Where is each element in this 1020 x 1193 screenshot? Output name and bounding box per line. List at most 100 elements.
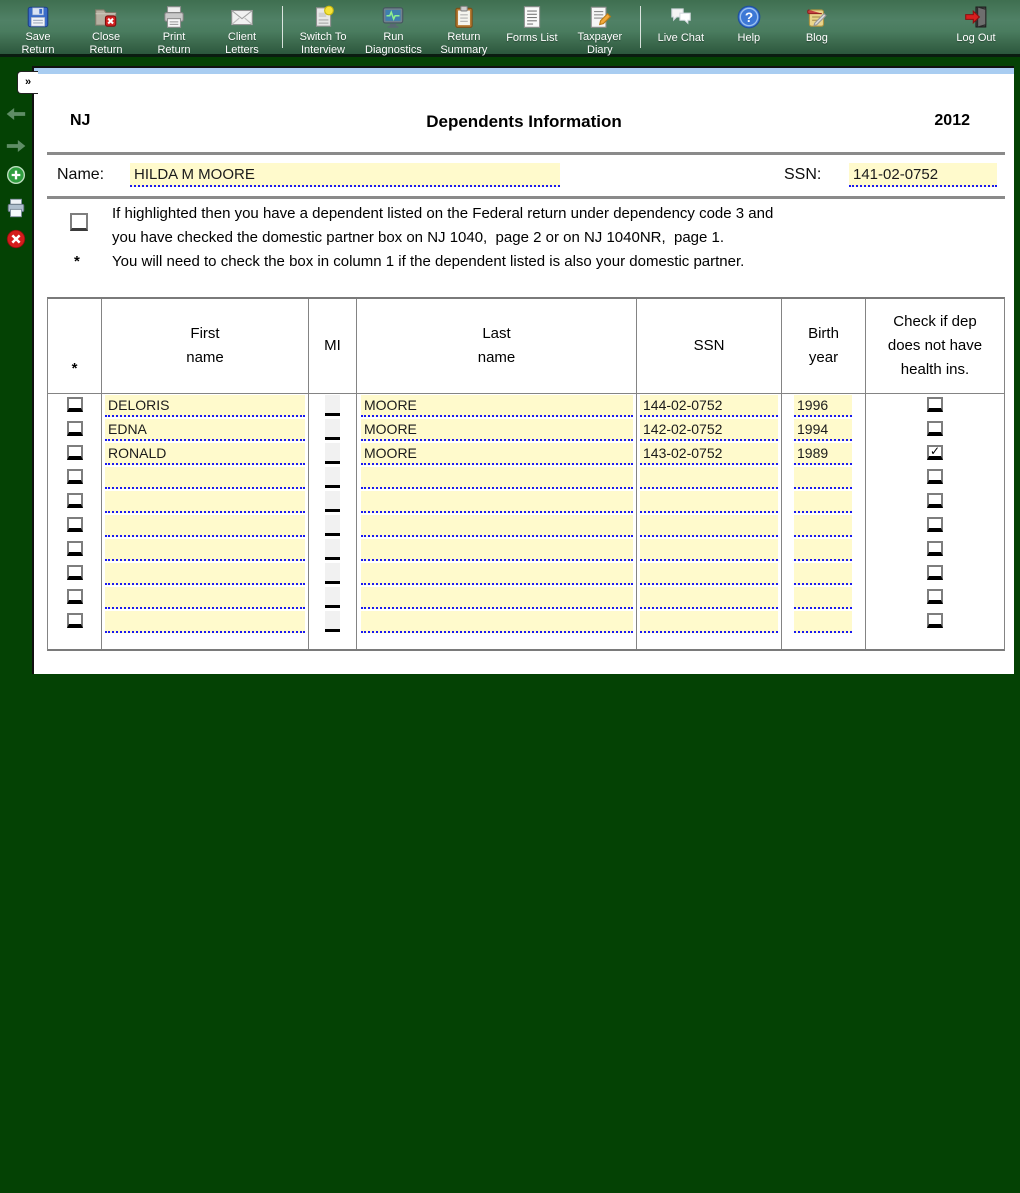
no-health-insurance-checkbox[interactable] xyxy=(927,517,943,532)
first-name-cell xyxy=(102,610,309,634)
no-health-insurance-checkbox[interactable] xyxy=(927,589,943,604)
birth-year-field[interactable] xyxy=(794,467,852,489)
mi-field[interactable] xyxy=(325,443,340,464)
ssn-field[interactable] xyxy=(640,539,778,561)
ssn-field[interactable] xyxy=(640,491,778,513)
domestic-partner-highlight-checkbox[interactable] xyxy=(70,213,88,231)
return-summary-button[interactable]: Return Summary xyxy=(430,0,498,56)
birth-year-cell: 1994 xyxy=(782,418,866,442)
health-ins-cell xyxy=(866,490,1004,514)
birth-year-field[interactable] xyxy=(794,563,852,585)
print-return-button[interactable]: Print Return xyxy=(140,0,208,56)
mi-field[interactable] xyxy=(325,467,340,488)
close-return-button[interactable]: Close Return xyxy=(72,0,140,56)
first-name-field[interactable]: DELORIS xyxy=(105,395,305,417)
mi-field[interactable] xyxy=(325,539,340,560)
first-name-field[interactable] xyxy=(105,563,305,585)
forms-list-button[interactable]: Forms List xyxy=(498,0,566,54)
partner-checkbox[interactable] xyxy=(66,541,83,556)
partner-checkbox[interactable] xyxy=(66,613,83,628)
partner-checkbox[interactable] xyxy=(66,493,83,508)
last-name-field[interactable]: MOORE xyxy=(361,419,633,441)
ssn-field[interactable] xyxy=(640,611,778,633)
delete-form-button[interactable] xyxy=(3,229,29,253)
mi-field[interactable] xyxy=(325,419,340,440)
ssn-cell xyxy=(637,586,782,610)
ssn-field[interactable] xyxy=(640,515,778,537)
last-name-field[interactable] xyxy=(361,611,633,633)
first-name-field[interactable] xyxy=(105,611,305,633)
no-health-insurance-checkbox[interactable] xyxy=(927,397,943,412)
last-name-field[interactable] xyxy=(361,539,633,561)
partner-checkbox[interactable] xyxy=(66,589,83,604)
ssn-field[interactable]: 142-02-0752 xyxy=(640,419,778,441)
no-health-insurance-checkbox[interactable] xyxy=(927,541,943,556)
birth-year-field[interactable] xyxy=(794,491,852,513)
last-name-field[interactable] xyxy=(361,467,633,489)
partner-checkbox[interactable] xyxy=(66,517,83,532)
first-name-field[interactable] xyxy=(105,539,305,561)
mi-field[interactable] xyxy=(325,611,340,632)
mi-field[interactable] xyxy=(325,587,340,608)
birth-year-field[interactable] xyxy=(794,539,852,561)
last-name-field[interactable] xyxy=(361,587,633,609)
last-name-field[interactable]: MOORE xyxy=(361,443,633,465)
print-page-button[interactable] xyxy=(3,197,29,221)
partner-cell xyxy=(48,514,102,538)
no-health-insurance-checkbox[interactable] xyxy=(927,613,943,628)
first-name-field[interactable] xyxy=(105,491,305,513)
log-out-button[interactable]: Log Out xyxy=(942,0,1010,54)
live-chat-label: Live Chat xyxy=(657,32,705,44)
add-form-button[interactable] xyxy=(3,165,29,189)
partner-checkbox[interactable] xyxy=(66,445,83,460)
client-letters-button[interactable]: Client Letters xyxy=(208,0,276,56)
col-header-partner-star: * xyxy=(48,299,102,394)
birth-year-field[interactable] xyxy=(794,587,852,609)
name-input[interactable]: HILDA M MOORE xyxy=(130,163,560,187)
last-name-field[interactable]: MOORE xyxy=(361,395,633,417)
first-name-field[interactable]: EDNA xyxy=(105,419,305,441)
birth-year-field[interactable]: 1994 xyxy=(794,419,852,441)
ssn-field[interactable] xyxy=(640,563,778,585)
help-button[interactable]: ? Help xyxy=(715,0,783,54)
mi-field[interactable] xyxy=(325,515,340,536)
ssn-field[interactable] xyxy=(640,587,778,609)
last-name-field[interactable] xyxy=(361,491,633,513)
forward-button[interactable] xyxy=(3,135,29,159)
first-name-field[interactable] xyxy=(105,467,305,489)
last-name-field[interactable] xyxy=(361,515,633,537)
mi-field[interactable] xyxy=(325,491,340,512)
mi-field[interactable] xyxy=(325,563,340,584)
birth-year-field[interactable]: 1996 xyxy=(794,395,852,417)
no-health-insurance-checkbox[interactable] xyxy=(927,421,943,436)
ssn-field[interactable] xyxy=(640,467,778,489)
live-chat-button[interactable]: Live Chat xyxy=(647,0,715,54)
partner-checkbox[interactable] xyxy=(66,397,83,412)
no-health-insurance-checkbox[interactable] xyxy=(927,565,943,580)
no-health-insurance-checkbox[interactable]: ✓ xyxy=(927,445,943,460)
birth-year-field[interactable]: 1989 xyxy=(794,443,852,465)
blog-button[interactable]: Blog xyxy=(783,0,851,54)
partner-checkbox[interactable] xyxy=(66,565,83,580)
ssn-input[interactable]: 141-02-0752 xyxy=(849,163,997,187)
ssn-field[interactable]: 143-02-0752 xyxy=(640,443,778,465)
back-button[interactable] xyxy=(3,103,29,127)
switch-to-interview-button[interactable]: Switch To Interview xyxy=(289,0,357,56)
save-return-button[interactable]: Save Return xyxy=(4,0,72,56)
mi-field[interactable] xyxy=(325,395,340,416)
no-health-insurance-checkbox[interactable] xyxy=(927,493,943,508)
partner-checkbox[interactable] xyxy=(66,421,83,436)
birth-year-field[interactable] xyxy=(794,611,852,633)
first-name-field[interactable] xyxy=(105,587,305,609)
ssn-field[interactable]: 144-02-0752 xyxy=(640,395,778,417)
taxpayer-diary-button[interactable]: Taxpayer Diary xyxy=(566,0,634,56)
last-name-field[interactable] xyxy=(361,563,633,585)
birth-year-field[interactable] xyxy=(794,515,852,537)
run-diagnostics-button[interactable]: Run Diagnostics xyxy=(357,0,430,56)
birth-year-cell: 1989 xyxy=(782,442,866,466)
partner-checkbox[interactable] xyxy=(66,469,83,484)
no-health-insurance-checkbox[interactable] xyxy=(927,469,943,484)
first-name-field[interactable] xyxy=(105,515,305,537)
sidebar-expander[interactable]: » xyxy=(17,71,38,94)
first-name-field[interactable]: RONALD xyxy=(105,443,305,465)
